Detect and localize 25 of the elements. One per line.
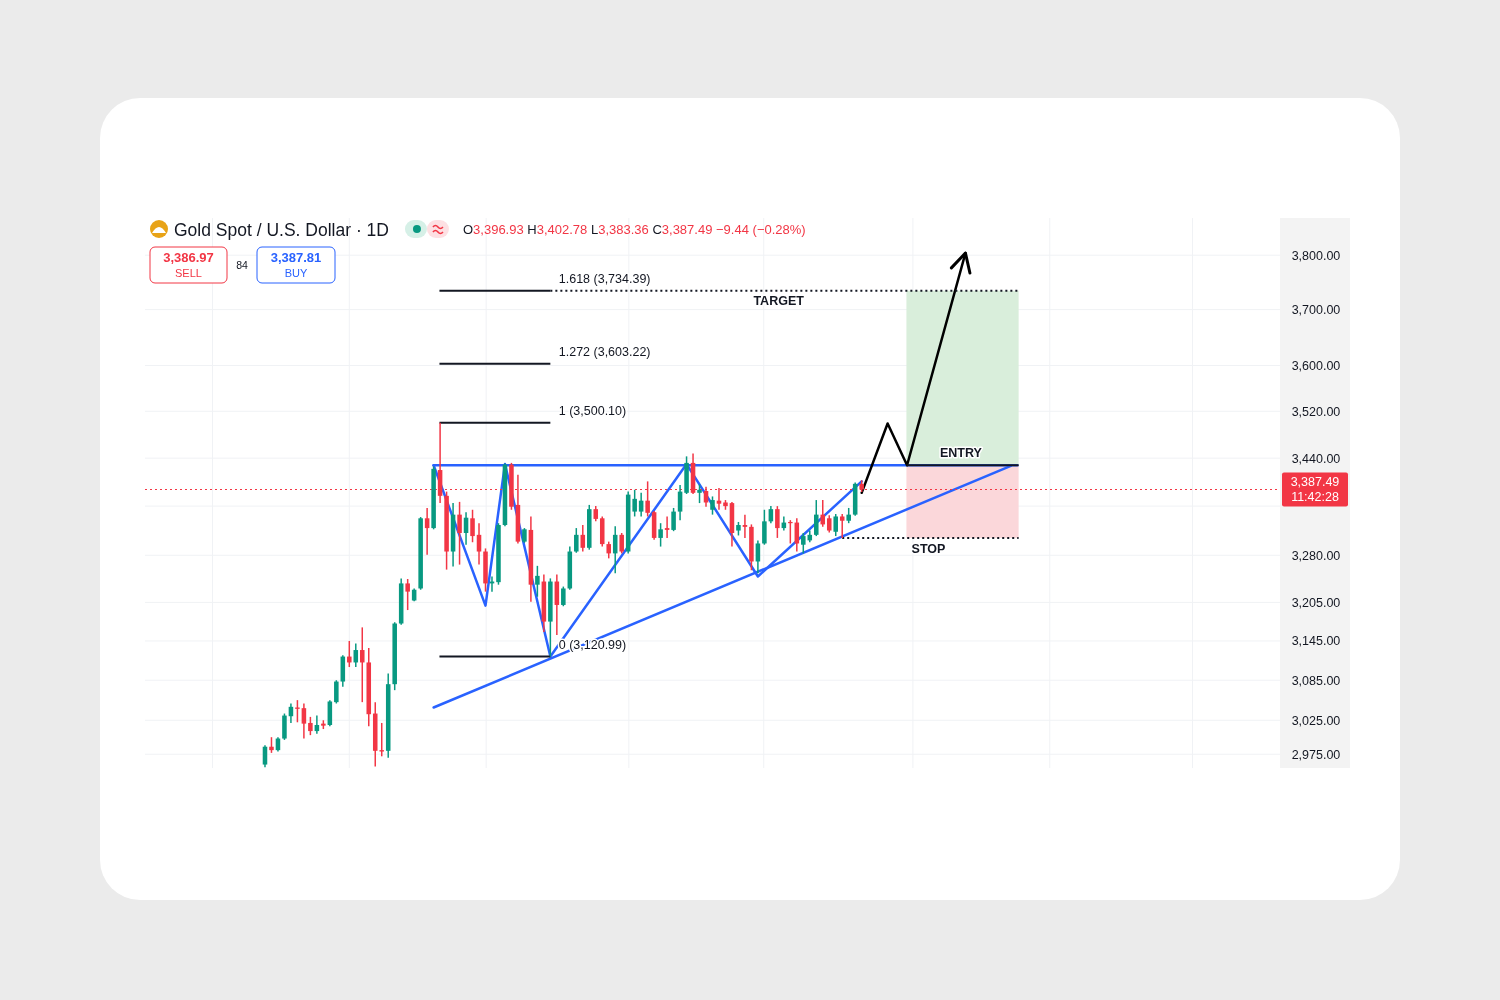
y-tick-label: 3,600.00 [1291,358,1341,373]
ref-line-label: 1.618 (3,734.39) [558,271,651,286]
annotation: BUY [284,267,308,279]
y-tick-label: 3,800.00 [1291,248,1341,263]
y-tick-label: 3,145.00 [1291,634,1341,649]
ref-line-label: 1.272 (3,603.22) [558,344,651,359]
annotation: 3,386.97 [163,250,214,265]
y-tick-label: 3,280.00 [1291,548,1341,563]
chart-title: Gold Spot / U.S. Dollar · 1D [174,219,389,240]
y-tick-label: 3,205.00 [1291,595,1341,610]
ref-line-label: ENTRY [939,446,983,461]
ref-line-label: STOP [911,541,946,556]
annotation: SELL [175,267,202,279]
ref-line-label: 1 (3,500.10) [558,403,627,418]
y-tick-label: 3,025.00 [1291,713,1341,728]
annotation: 84 [236,259,248,271]
y-tick-label: 2,975.00 [1291,747,1341,762]
text: O3,396.93 H3,402.78 L3,383.36 C3,387.49 −9.44 (−0.28%) [462,222,806,237]
ref-line-label: 3,387.49 11:42:28 [1290,474,1340,504]
y-tick-label: 3,440.00 [1291,451,1341,466]
y-tick-label: 3,700.00 [1291,303,1341,318]
y-tick-label: 3,085.00 [1291,673,1341,688]
ref-line-label: TARGET [753,293,805,308]
y-tick-label: 3,520.00 [1291,404,1341,419]
annotation: 3,387.81 [270,250,322,265]
